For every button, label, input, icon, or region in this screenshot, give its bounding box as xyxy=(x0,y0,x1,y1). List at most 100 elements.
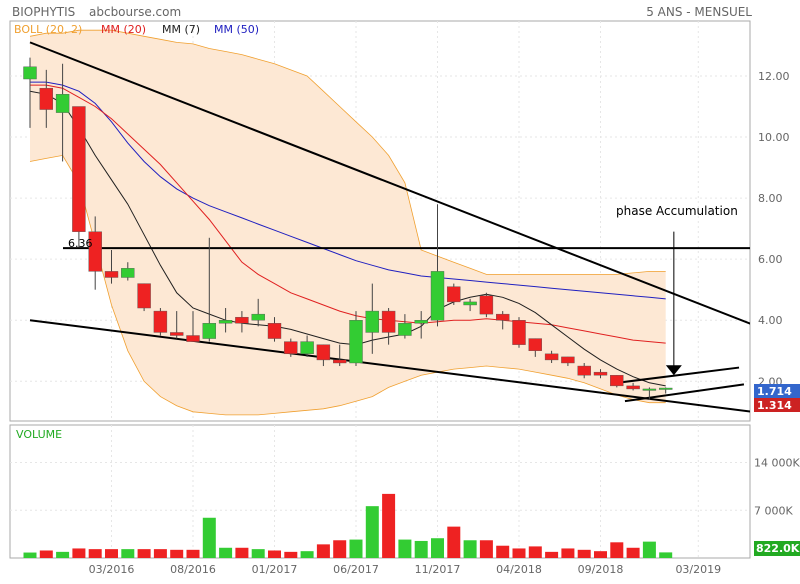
candle-body xyxy=(512,320,526,345)
candle-body xyxy=(349,320,363,364)
candle-body xyxy=(121,268,135,278)
candle-body xyxy=(218,320,233,324)
volume-bar xyxy=(349,539,363,558)
moving-averages xyxy=(29,81,666,387)
candle-body xyxy=(153,310,168,333)
candle-body xyxy=(169,332,184,336)
trend-lines xyxy=(29,41,750,413)
candle-body xyxy=(284,341,298,355)
candle-body xyxy=(398,323,412,336)
trend-line xyxy=(29,41,750,325)
time-tick-label: 11/2017 xyxy=(415,563,461,576)
time-tick-label: 01/2017 xyxy=(252,563,298,576)
volume-bar xyxy=(431,538,444,558)
candle-body xyxy=(496,313,510,321)
volume-bar xyxy=(219,547,233,558)
volume-bar xyxy=(333,540,347,558)
time-tick-label: 08/2016 xyxy=(170,563,216,576)
candle-body xyxy=(430,271,445,321)
arrow-down-icon xyxy=(665,231,682,376)
volume-bar xyxy=(170,549,184,558)
volume-bar xyxy=(626,547,640,558)
volume-bar xyxy=(659,552,673,558)
candle-body xyxy=(300,341,314,355)
volume-bar xyxy=(528,546,542,558)
price-tick-label: 4.00 xyxy=(758,314,783,327)
candle-body xyxy=(561,356,575,364)
volume-bar xyxy=(153,549,167,558)
arrow-head xyxy=(665,365,682,376)
candle-body xyxy=(251,313,265,321)
volume-bar xyxy=(235,547,249,558)
volume-bar xyxy=(316,544,330,558)
mm50-line xyxy=(30,81,666,300)
candle-body xyxy=(447,286,461,303)
legend-boll: BOLL (20, 2) xyxy=(14,23,82,36)
volume-bar xyxy=(545,551,559,558)
phase-annotation: phase Accumulation xyxy=(616,204,738,218)
time-tick-label: 09/2018 xyxy=(578,563,624,576)
price-tick-label: 6.00 xyxy=(758,253,783,266)
legend: BOLL (20, 2) MM (20) MM (7) MM (50) xyxy=(14,23,259,36)
candle-body xyxy=(659,387,673,390)
candle-body xyxy=(528,338,542,351)
time-tick-label: 03/2016 xyxy=(89,563,135,576)
lower-band-badge-bg xyxy=(754,398,800,412)
candle-body xyxy=(316,344,331,361)
volume-title: VOLUME xyxy=(16,428,62,441)
volume-bar xyxy=(398,539,412,558)
candle-body xyxy=(39,87,53,110)
volume-bar xyxy=(121,549,135,558)
mm7-line xyxy=(29,90,666,387)
legend-mm20: MM (20) xyxy=(101,23,146,36)
candle-body xyxy=(72,106,86,232)
candle-body xyxy=(137,283,151,309)
legend-mm7: MM (7) xyxy=(162,23,200,36)
candle-body xyxy=(544,353,559,361)
volume-bar xyxy=(186,549,200,558)
price-tick-label: 12.00 xyxy=(758,70,790,83)
volume-bar xyxy=(137,549,151,558)
time-tick-label: 06/2017 xyxy=(333,563,379,576)
volume-bar xyxy=(23,552,37,558)
volume-bar xyxy=(72,548,86,558)
volume-bar xyxy=(382,493,396,558)
candle-body xyxy=(55,94,70,113)
volume-bar xyxy=(512,548,526,558)
volume-tick-label: 7 000K xyxy=(754,504,793,517)
lower-band-badge: 1.314 xyxy=(757,399,792,412)
volume-bar xyxy=(561,548,575,558)
bollinger-upper-line xyxy=(29,29,666,275)
candle-body xyxy=(23,66,37,80)
volume-bar xyxy=(105,549,118,558)
candle-body xyxy=(463,301,477,306)
candle-body xyxy=(333,359,347,364)
legend-mm50: MM (50) xyxy=(214,23,259,36)
candle-body xyxy=(610,374,624,387)
trend-line xyxy=(29,319,750,413)
level-label: 6.36 xyxy=(68,237,93,250)
volume-bar xyxy=(642,541,656,558)
volume-bar xyxy=(300,551,314,558)
candle-body xyxy=(202,323,217,339)
candle-body xyxy=(642,388,657,391)
volume-bar xyxy=(251,549,265,558)
candle-body xyxy=(186,335,200,342)
trend-line xyxy=(624,383,745,403)
candle-body xyxy=(381,310,396,333)
volume-bar xyxy=(594,551,607,558)
volume-bar xyxy=(268,550,281,558)
candle-body xyxy=(479,295,494,315)
chart-period: 5 ANS - MENSUEL xyxy=(646,5,752,19)
volume-bars xyxy=(23,493,673,558)
volume-bar xyxy=(463,540,477,558)
candle-body xyxy=(577,365,591,376)
volume-bar xyxy=(88,549,102,558)
volume-bar xyxy=(610,542,624,558)
candle-body xyxy=(235,316,249,324)
trend-line xyxy=(616,366,740,384)
time-tick-label: 03/2019 xyxy=(675,563,721,576)
